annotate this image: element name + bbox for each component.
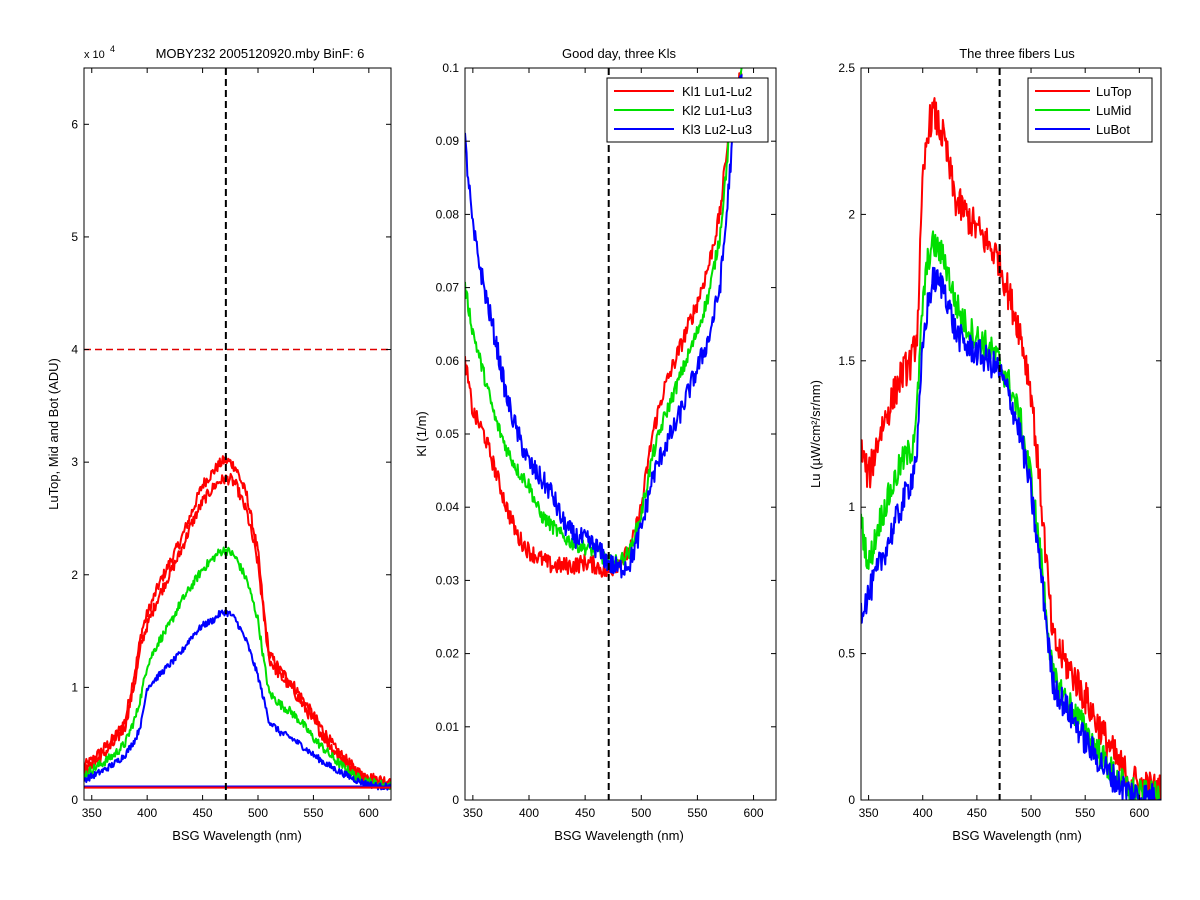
panel-1-multiplier: x 10 bbox=[84, 49, 105, 61]
panel-2-xtick-label: 350 bbox=[463, 806, 483, 820]
panel-2-legend-label-kl1: Kl1 Lu1-Lu2 bbox=[682, 84, 752, 99]
panel-1-xtick-label: 600 bbox=[359, 806, 379, 820]
panel-1-ytick-label: 5 bbox=[71, 230, 78, 244]
panel-2-title: Good day, three Kls bbox=[562, 46, 676, 61]
panel-1-xtick-label: 400 bbox=[137, 806, 157, 820]
panel-1-xtick-label: 450 bbox=[193, 806, 213, 820]
panel-1-ylabel: LuTop, Mid and Bot (ADU) bbox=[46, 358, 61, 510]
panel-1-xtick-label: 500 bbox=[248, 806, 268, 820]
panel-3-ytick-label: 2.5 bbox=[838, 61, 855, 75]
panel-3: The three fibers Lus Lu (µW/cm²/sr/nm) B… bbox=[808, 46, 1082, 843]
panel-1-ytick-label: 3 bbox=[71, 455, 78, 469]
panel-3-legend-label-lutop: LuTop bbox=[1096, 84, 1131, 99]
panel-1-series-1-line bbox=[84, 455, 391, 787]
panel-1-series-2-line bbox=[84, 472, 391, 790]
panel-2-ytick-label: 0.01 bbox=[436, 720, 460, 734]
panel-3-xtick-label: 600 bbox=[1129, 806, 1149, 820]
panel-1-ytick-label: 4 bbox=[71, 343, 78, 357]
panel-2-series-1-line bbox=[465, 71, 743, 578]
panel-2-legend-label-kl2: Kl2 Lu1-Lu3 bbox=[682, 103, 752, 118]
panel-1-title: MOBY232 2005120920.mby BinF: 6 bbox=[156, 46, 365, 61]
panel-1: x 10 4 MOBY232 2005120920.mby BinF: 6 Lu… bbox=[46, 44, 364, 843]
panel-2-legend-label-kl3: Kl3 Lu2-Lu3 bbox=[682, 122, 752, 137]
panel-2-xtick-label: 450 bbox=[575, 806, 595, 820]
panel-2-legend: Kl1 Lu1-Lu2 Kl2 Lu1-Lu3 Kl3 Lu2-Lu3 bbox=[606, 77, 769, 143]
panel-3-xtick-label: 450 bbox=[967, 806, 987, 820]
panel-1-xtick-label: 550 bbox=[303, 806, 323, 820]
panel-1-data-layer bbox=[84, 68, 391, 800]
panel-2-xlabel: BSG Wavelength (nm) bbox=[554, 828, 684, 843]
panel-1-ytick-label: 2 bbox=[71, 568, 78, 582]
panel-2-ylabel: Kl (1/m) bbox=[414, 411, 429, 457]
panel-1-plot-area: 350 400 450 500 550 600 0 1 2 3 4 5 6 bbox=[71, 67, 392, 820]
panel-3-xtick-label: 500 bbox=[1021, 806, 1041, 820]
panel-1-xlabel: BSG Wavelength (nm) bbox=[172, 828, 302, 843]
panel-2: Good day, three Kls Kl (1/m) BSG Wavelen… bbox=[414, 46, 684, 843]
panel-3-legend-label-lubot: LuBot bbox=[1096, 122, 1130, 137]
panel-2-ytick-label: 0.02 bbox=[436, 647, 460, 661]
panel-2-xtick-label: 550 bbox=[687, 806, 707, 820]
panel-2-ytick-label: 0.06 bbox=[436, 354, 460, 368]
panel-1-series-4-line bbox=[84, 609, 391, 791]
panel-1-ytick-label: 1 bbox=[71, 680, 78, 694]
panel-3-ytick-label: 1.5 bbox=[838, 354, 855, 368]
panel-2-series-3-line bbox=[465, 74, 743, 579]
panel-3-plot-area: 350 400 450 500 550 600 0 0.5 1 1.5 2 2.5 bbox=[838, 61, 1162, 820]
panel-3-ytick-label: 1 bbox=[848, 500, 855, 514]
panel-3-xlabel: BSG Wavelength (nm) bbox=[952, 828, 1082, 843]
panel-3-ytick-label: 0.5 bbox=[838, 647, 855, 661]
panel-1-ytick-label: 6 bbox=[71, 117, 78, 131]
panel-3-legend: LuTop LuMid LuBot bbox=[1027, 77, 1153, 143]
panel-2-xtick-label: 600 bbox=[744, 806, 764, 820]
panel-1-xtick-label: 350 bbox=[82, 806, 102, 820]
panel-3-ytick-label: 2 bbox=[848, 207, 855, 221]
panel-3-legend-label-lumid: LuMid bbox=[1096, 103, 1131, 118]
panel-3-title: The three fibers Lus bbox=[959, 46, 1075, 61]
panel-1-axes-frame bbox=[83, 67, 392, 801]
panel-2-ytick-label: 0.04 bbox=[436, 500, 460, 514]
panel-3-ytick-label: 0 bbox=[848, 793, 855, 807]
panel-3-data-layer bbox=[861, 68, 1161, 800]
panel-3-series-1-line bbox=[861, 97, 1161, 800]
panel-2-xtick-label: 400 bbox=[519, 806, 539, 820]
panel-2-ytick-label: 0.09 bbox=[436, 134, 460, 148]
panel-3-xtick-label: 400 bbox=[913, 806, 933, 820]
panel-3-series-3-line bbox=[861, 266, 1161, 800]
panel-2-ytick-label: 0.1 bbox=[442, 61, 459, 75]
panel-1-series-3-line bbox=[84, 546, 391, 791]
panel-2-data-layer bbox=[465, 68, 743, 800]
panel-2-ytick-label: 0.07 bbox=[436, 281, 460, 295]
panel-2-ytick-label: 0.05 bbox=[436, 427, 460, 441]
panel-3-ylabel: Lu (µW/cm²/sr/nm) bbox=[808, 380, 823, 488]
panel-3-xtick-label: 350 bbox=[859, 806, 879, 820]
panel-2-ytick-label: 0.03 bbox=[436, 573, 460, 587]
panel-2-ytick-label: 0 bbox=[452, 793, 459, 807]
panel-1-multiplier-exponent: 4 bbox=[110, 44, 115, 54]
panel-2-plot-area: 350 400 450 500 550 600 0 0.01 0.02 0.03 0.04 0.05 0… bbox=[436, 61, 777, 820]
panel-3-xtick-label: 550 bbox=[1075, 806, 1095, 820]
panel-1-ytick-label: 0 bbox=[71, 793, 78, 807]
panel-2-xtick-label: 500 bbox=[631, 806, 651, 820]
panel-3-axes-frame bbox=[860, 67, 1162, 801]
panel-2-ytick-label: 0.08 bbox=[436, 207, 460, 221]
